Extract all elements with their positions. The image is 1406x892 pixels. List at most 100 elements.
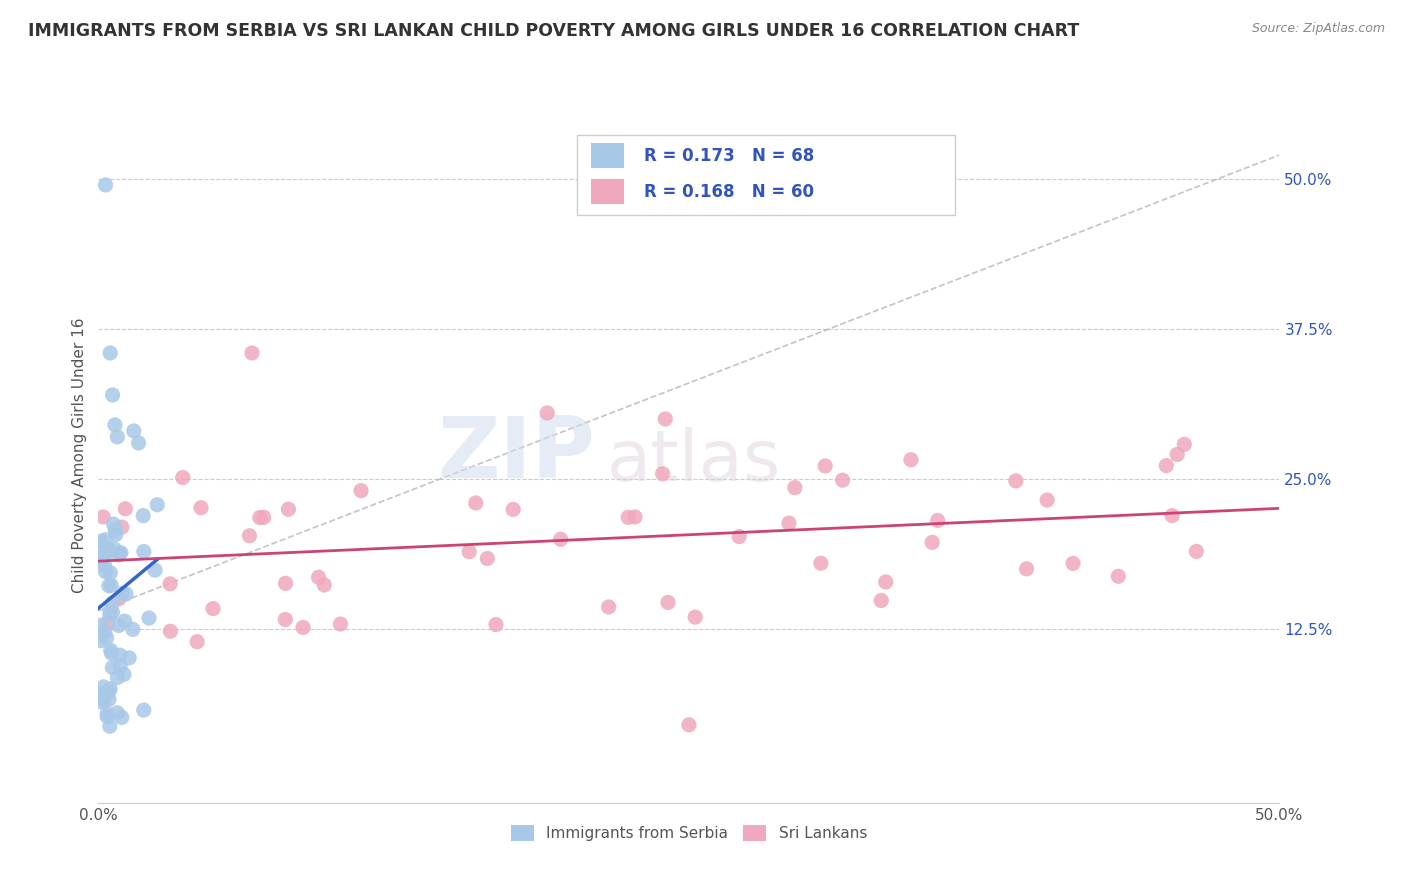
Legend: Immigrants from Serbia, Sri Lankans: Immigrants from Serbia, Sri Lankans (505, 819, 873, 847)
FancyBboxPatch shape (591, 144, 624, 169)
Point (94, 625, 117, 640)
Point (98, 346, 121, 360)
Point (108, 659, 131, 673)
Point (91, 510, 114, 524)
Text: IMMIGRANTS FROM SERBIA VS SRI LANKAN CHILD POVERTY AMONG GIRLS UNDER 16 CORRELAT: IMMIGRANTS FROM SERBIA VS SRI LANKAN CHI… (28, 22, 1080, 40)
Point (93, 558, 115, 572)
Point (90, 555, 112, 569)
Point (921, 535, 943, 549)
Point (93, 549, 115, 564)
Point (108, 591, 131, 606)
Point (1156, 458, 1178, 473)
Point (617, 510, 640, 524)
Point (107, 618, 129, 632)
Point (292, 620, 315, 634)
Point (870, 593, 893, 607)
Point (90, 538, 112, 552)
Point (598, 599, 620, 614)
Point (115, 587, 138, 601)
Point (122, 424, 145, 438)
Point (277, 502, 299, 516)
Point (103, 517, 125, 532)
Point (477, 551, 499, 566)
Point (114, 501, 136, 516)
Point (1005, 474, 1028, 488)
Point (831, 473, 853, 487)
Point (202, 601, 225, 615)
Point (110, 546, 132, 560)
Point (90, 554, 112, 568)
Point (728, 530, 751, 544)
Point (93, 692, 115, 706)
Point (101, 605, 124, 619)
Point (308, 570, 330, 584)
Point (132, 544, 155, 558)
Point (94, 533, 117, 547)
Point (104, 417, 127, 432)
Point (654, 412, 676, 426)
Point (240, 346, 263, 360)
Point (875, 574, 897, 589)
Point (900, 452, 922, 467)
Point (253, 510, 276, 524)
Point (651, 467, 673, 481)
Point (1062, 557, 1084, 571)
Point (90, 687, 112, 701)
Point (104, 523, 127, 537)
Point (1107, 569, 1129, 583)
Point (91, 695, 114, 709)
Point (172, 470, 194, 484)
Point (112, 667, 135, 681)
Point (502, 502, 524, 516)
Text: atlas: atlas (606, 427, 780, 496)
Point (101, 388, 124, 402)
Point (101, 596, 124, 610)
Point (249, 510, 271, 524)
Point (350, 483, 373, 498)
Point (1173, 437, 1195, 451)
Point (97, 542, 120, 557)
Point (458, 545, 481, 559)
Point (927, 513, 949, 527)
Point (105, 430, 128, 444)
Point (143, 563, 166, 577)
Point (274, 612, 297, 626)
Point (98, 607, 121, 622)
Point (98, 566, 121, 580)
Point (101, 660, 124, 674)
Point (97, 692, 120, 706)
Point (100, 578, 122, 592)
Point (238, 529, 260, 543)
Point (96, 686, 118, 700)
Point (1036, 493, 1059, 508)
Text: Source: ZipAtlas.com: Source: ZipAtlas.com (1251, 22, 1385, 36)
Point (96, 546, 118, 560)
Point (132, 508, 155, 523)
Text: R = 0.173   N = 68: R = 0.173 N = 68 (644, 147, 814, 165)
Point (485, 617, 508, 632)
Point (159, 624, 181, 639)
Point (100, 646, 122, 660)
Y-axis label: Child Poverty Among Girls Under 16: Child Poverty Among Girls Under 16 (72, 318, 87, 592)
Point (107, 670, 129, 684)
Point (132, 703, 155, 717)
Point (91, 690, 114, 705)
Point (90, 633, 112, 648)
Point (97, 684, 120, 698)
Point (138, 611, 160, 625)
Point (1185, 544, 1208, 558)
Point (104, 527, 127, 541)
Point (624, 509, 647, 524)
Text: R = 0.168   N = 60: R = 0.168 N = 60 (644, 183, 814, 201)
Point (1166, 448, 1188, 462)
Point (105, 706, 128, 720)
Point (810, 556, 832, 570)
Point (190, 500, 212, 515)
Point (98, 681, 121, 696)
Point (128, 436, 150, 450)
Point (111, 586, 134, 600)
Point (1015, 562, 1038, 576)
Point (90, 618, 112, 632)
Point (657, 595, 679, 609)
Point (97, 579, 120, 593)
